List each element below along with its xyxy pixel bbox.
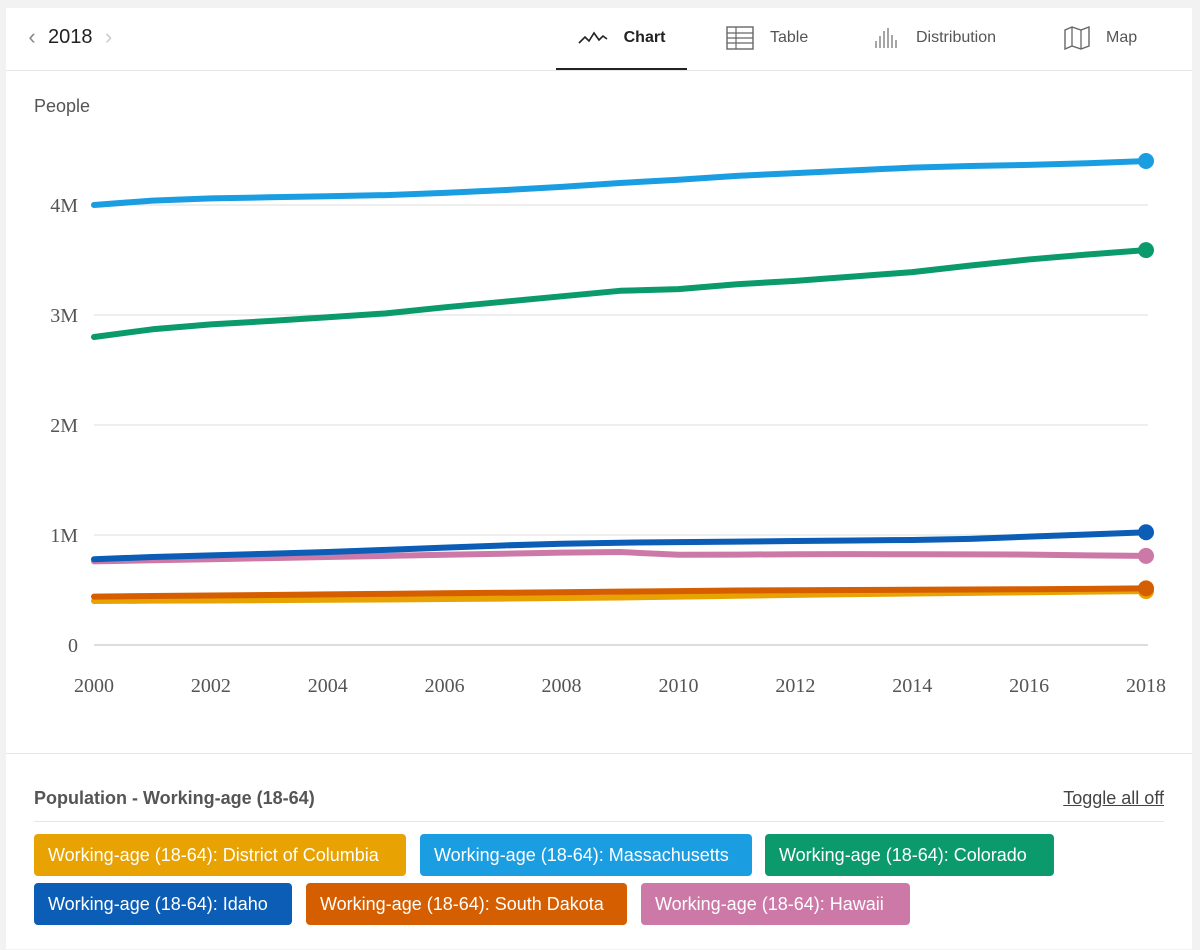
legend-panel: Population - Working-age (18-64) Toggle … [6,753,1192,950]
legend-chip-district-of-columbia[interactable]: Working-age (18-64): District of Columbi… [34,834,406,876]
year-label: 2018 [48,25,93,48]
series-end-point [1138,153,1154,169]
toggle-all-off-link[interactable]: Toggle all off [1063,788,1164,808]
line-chart-icon [578,30,608,46]
series-line [91,549,1149,565]
chart-card: ‹ 2018 › Chart Table Distribution [6,8,1192,949]
legend-chip-idaho[interactable]: Working-age (18-64): Idaho [34,883,292,925]
x-tick-label: 2016 [1009,675,1049,697]
tab-distribution[interactable]: Distribution [874,8,996,68]
x-tick-label: 2002 [191,675,231,697]
x-tick-label: 2000 [74,675,114,697]
x-tick-label: 2004 [308,675,348,697]
chevron-right-icon[interactable]: › [104,24,113,49]
series-line [91,247,1149,340]
y-tick-label: 3M [50,305,78,327]
series-line [91,588,1149,604]
legend-title: Population - Working-age (18-64) [34,788,315,808]
tab-map-label: Map [1106,29,1138,46]
line-chart: People 0 1M 2M 3M 4M 2000 2002 2004 2006 2008 2010 2… [34,96,1166,697]
series-end-point [1138,580,1154,597]
x-tick-label: 2018 [1126,675,1166,697]
x-tick-label: 2014 [892,675,932,697]
tab-distribution-label: Distribution [916,29,997,46]
x-tick-label: 2006 [425,675,465,697]
tab-chart[interactable]: Chart [556,8,687,70]
x-tick-label: 2012 [775,675,815,697]
y-tick-label: 1M [50,525,78,547]
map-icon [1064,26,1090,50]
year-navigator: ‹ 2018 › [22,22,119,52]
y-tick-label: 4M [50,195,78,217]
series-line [91,529,1149,563]
series-end-point [1138,524,1154,541]
bar-distribution-icon [874,27,900,49]
y-tick-label: 2M [50,415,78,437]
series-end-point [1138,547,1154,564]
table-icon [726,26,754,50]
x-tick-label: 2010 [658,675,698,697]
chevron-left-icon[interactable]: ‹ [28,24,36,49]
series-end-point [1138,242,1154,259]
tab-table-label: Table [770,29,809,46]
x-tick-label: 2008 [542,675,582,697]
series-line [91,585,1149,600]
legend-chip-massachusetts[interactable]: Working-age (18-64): Massachusetts [420,834,752,876]
y-tick-label: 0 [68,635,78,657]
legend-chip-south-dakota[interactable]: Working-age (18-64): South Dakota [306,883,627,925]
series-line [91,158,1149,208]
y-axis-title: People [34,96,90,116]
legend-divider [34,821,1164,822]
tab-chart-label: Chart [623,29,666,46]
tab-map[interactable]: Map [1064,8,1137,68]
chart-toolbar: ‹ 2018 › Chart Table Distribution [6,8,1192,71]
legend-chip-hawaii[interactable]: Working-age (18-64): Hawaii [641,883,910,925]
tab-table[interactable]: Table [726,8,808,68]
legend-chip-colorado[interactable]: Working-age (18-64): Colorado [765,834,1054,876]
